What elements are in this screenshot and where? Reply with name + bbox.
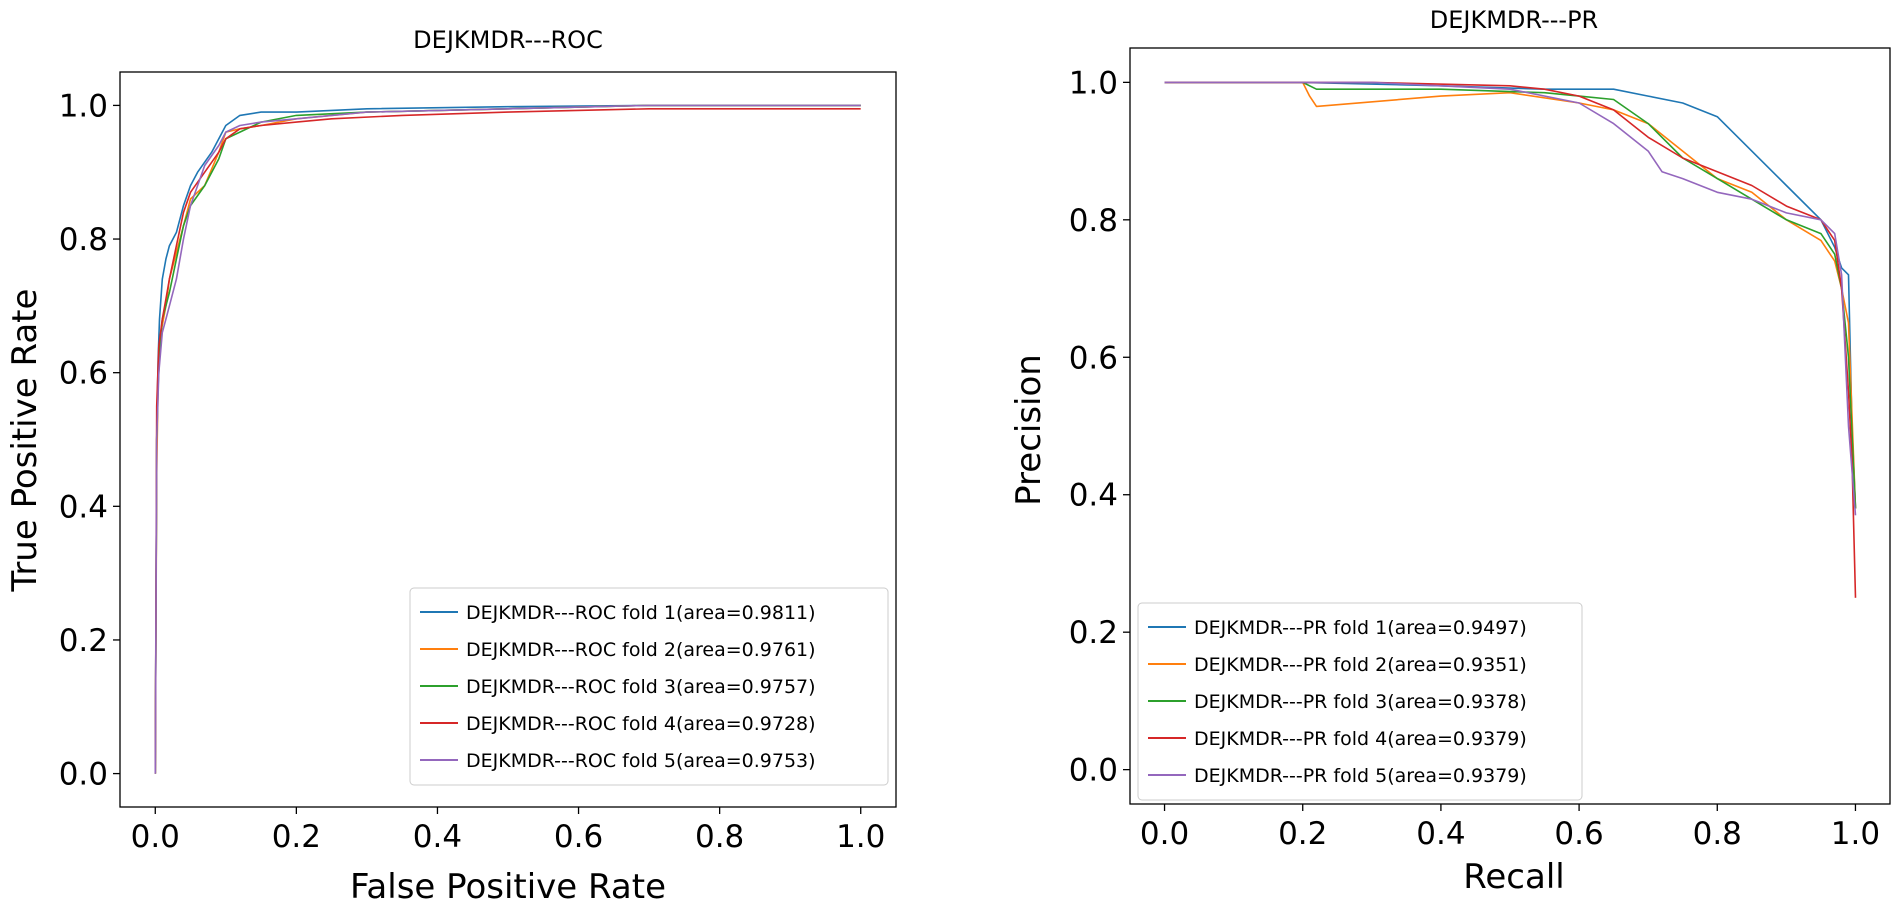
roc-legend: DEJKMDR---ROC fold 1(area=0.9811) DEJKMDR… xyxy=(409,587,889,786)
roc-y-tick-label: 0.2 xyxy=(59,623,108,659)
roc-y-axis-label: True Positive Rate xyxy=(5,289,45,593)
roc-x-tick-label: 0.2 xyxy=(272,819,321,855)
roc-legend-label: DEJKMDR---ROC fold 4(area=0.9728) xyxy=(466,713,816,735)
pr-plot-area xyxy=(1164,81,1857,598)
pr-legend-box xyxy=(1137,602,1583,801)
pr-x-tick-label: 0.6 xyxy=(1554,816,1603,852)
roc-y-tick-label: 0.0 xyxy=(59,757,108,793)
roc-legend-label: DEJKMDR---ROC fold 5(area=0.9753) xyxy=(466,750,816,772)
pr-chart-title: DEJKMDR---PR xyxy=(1430,6,1598,34)
pr-series-line-fold-5 xyxy=(1164,81,1857,516)
roc-legend-label: DEJKMDR---ROC fold 3(area=0.9757) xyxy=(466,676,816,698)
roc-y-tick-label: 1.0 xyxy=(59,88,108,124)
pr-legend-label: DEJKMDR---PR fold 5(area=0.9379) xyxy=(1194,765,1527,787)
roc-series-line-fold-4 xyxy=(154,108,861,774)
roc-x-axis-label: False Positive Rate xyxy=(350,867,666,906)
roc-plot-area xyxy=(154,104,861,774)
roc-x-tick-label: 1.0 xyxy=(836,819,885,855)
pr-series-line-fold-3 xyxy=(1164,81,1857,509)
pr-legend: DEJKMDR---PR fold 1(area=0.9497) DEJKMDR-… xyxy=(1137,602,1583,801)
pr-x-tick-label: 1.0 xyxy=(1831,816,1880,852)
roc-chart-title: DEJKMDR---ROC xyxy=(413,26,603,54)
pr-chart-panel: DEJKMDR---PR Recall Precision DEJKMDR---… xyxy=(1009,6,1891,897)
roc-legend-label: DEJKMDR---ROC fold 2(area=0.9761) xyxy=(466,639,816,661)
roc-y-tick-label: 0.6 xyxy=(59,356,108,392)
pr-y-tick-label: 0.2 xyxy=(1069,615,1118,651)
pr-series-line-fold-4 xyxy=(1164,81,1857,598)
roc-x-tick-label: 0.8 xyxy=(695,819,744,855)
roc-legend-label: DEJKMDR---ROC fold 1(area=0.9811) xyxy=(466,602,816,624)
roc-series-line-fold-1 xyxy=(154,104,861,774)
pr-legend-label: DEJKMDR---PR fold 1(area=0.9497) xyxy=(1194,617,1527,639)
pr-x-tick-label: 0.8 xyxy=(1693,816,1742,852)
pr-series-line-fold-2 xyxy=(1164,81,1857,509)
roc-series-line-fold-5 xyxy=(154,104,861,774)
roc-plot-frame xyxy=(119,71,897,808)
pr-y-axis-label: Precision xyxy=(1009,354,1049,506)
pr-plot-frame xyxy=(1129,47,1891,805)
pr-x-tick-label: 0.0 xyxy=(1140,816,1189,852)
pr-x-tick-label: 0.4 xyxy=(1416,816,1465,852)
roc-chart-panel: DEJKMDR---ROC False Positive Rate True P… xyxy=(5,26,897,906)
pr-series-line-fold-1 xyxy=(1164,81,1857,509)
pr-y-tick-label: 0.0 xyxy=(1069,753,1118,789)
pr-y-tick-label: 0.4 xyxy=(1069,478,1118,514)
pr-x-tick-label: 0.2 xyxy=(1278,816,1327,852)
pr-legend-label: DEJKMDR---PR fold 4(area=0.9379) xyxy=(1194,728,1527,750)
pr-x-axis-label: Recall xyxy=(1463,857,1564,897)
pr-legend-label: DEJKMDR---PR fold 2(area=0.9351) xyxy=(1194,654,1527,676)
roc-x-tick-label: 0.0 xyxy=(131,819,180,855)
roc-y-tick-label: 0.8 xyxy=(59,222,108,258)
roc-x-tick-label: 0.4 xyxy=(413,819,462,855)
roc-y-tick-label: 0.4 xyxy=(59,489,108,525)
pr-y-tick-label: 0.8 xyxy=(1069,203,1118,239)
roc-legend-box xyxy=(409,587,889,786)
roc-x-tick-label: 0.6 xyxy=(554,819,603,855)
pr-y-tick-label: 1.0 xyxy=(1069,65,1118,101)
pr-y-tick-label: 0.6 xyxy=(1069,340,1118,376)
pr-legend-label: DEJKMDR---PR fold 3(area=0.9378) xyxy=(1194,691,1527,713)
